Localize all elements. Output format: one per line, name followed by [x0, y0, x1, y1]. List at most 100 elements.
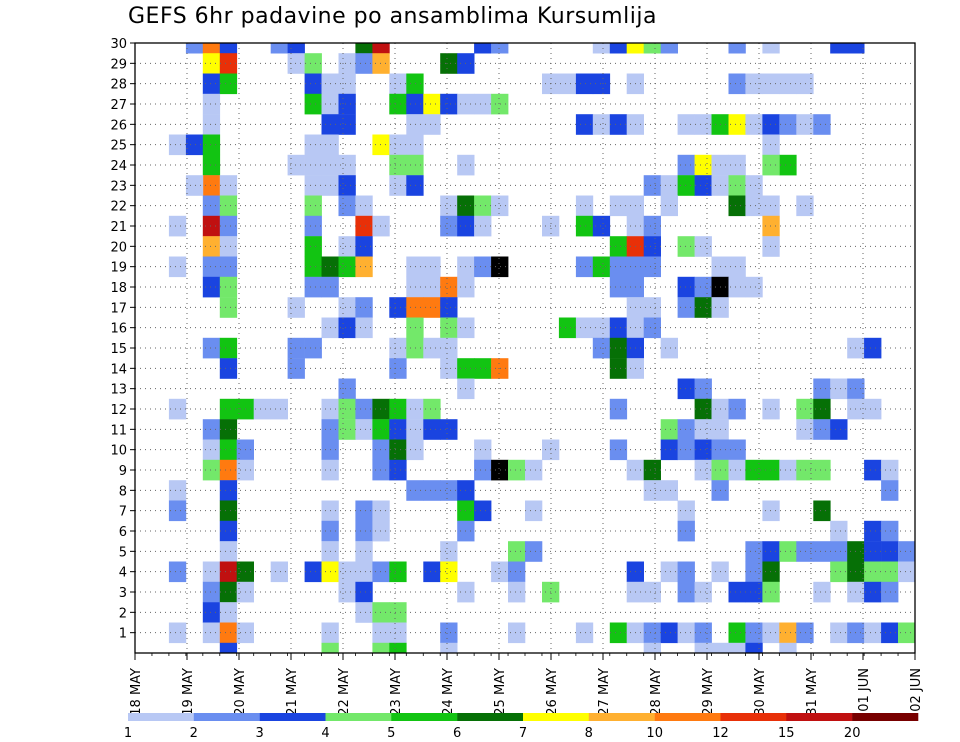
- colorbar-segment: [588, 713, 655, 721]
- heatmap-cell: [474, 215, 492, 237]
- heatmap-cell: [508, 622, 526, 644]
- heatmap-cell: [779, 154, 797, 176]
- heatmap-cell: [660, 43, 678, 54]
- heatmap-cell: [389, 154, 407, 176]
- heatmap-cell: [355, 602, 373, 623]
- heatmap-cell: [202, 53, 221, 74]
- colorbar-label: 15: [778, 726, 795, 741]
- x-tick-label: 27 MAY: [597, 668, 612, 716]
- heatmap-cell: [423, 419, 441, 440]
- heatmap-cell: [694, 398, 712, 420]
- heatmap-cell: [609, 276, 628, 298]
- heatmap-cell: [779, 114, 797, 135]
- heatmap-cell: [202, 175, 221, 196]
- heatmap-cell: [762, 236, 780, 257]
- heatmap-cell: [643, 256, 661, 278]
- heatmap-cell: [643, 480, 661, 501]
- heatmap-cell: [779, 459, 797, 481]
- heatmap-cell: [372, 642, 390, 654]
- heatmap-cell: [677, 378, 695, 400]
- heatmap-cell: [372, 134, 390, 156]
- heatmap-cell: [474, 459, 492, 481]
- y-tick-label: 24: [110, 159, 127, 174]
- heatmap-cell: [219, 459, 238, 481]
- heatmap-cell: [321, 642, 339, 654]
- heatmap-cell: [813, 419, 831, 440]
- y-tick-label: 1: [119, 627, 127, 642]
- heatmap-cell: [219, 175, 238, 196]
- heatmap-cell: [474, 43, 492, 54]
- heatmap-cell: [745, 622, 763, 644]
- heatmap-cell: [677, 175, 695, 196]
- heatmap-cell: [508, 541, 526, 562]
- heatmap-cell: [660, 175, 678, 196]
- heatmap-cell: [728, 154, 746, 176]
- heatmap-cell: [592, 317, 611, 339]
- heatmap-cell: [389, 337, 407, 359]
- heatmap-cell: [372, 500, 390, 522]
- heatmap-cell: [389, 175, 407, 196]
- heatmap-cell: [372, 43, 390, 54]
- heatmap-cell: [185, 134, 204, 156]
- heatmap-cell: [423, 114, 441, 135]
- colorbar-segment: [523, 713, 590, 721]
- heatmap-cell: [219, 480, 238, 501]
- heatmap-cell: [728, 459, 746, 481]
- heatmap-cell: [762, 114, 780, 135]
- heatmap-cell: [202, 236, 221, 257]
- heatmap-cell: [219, 439, 238, 461]
- heatmap-cell: [762, 541, 780, 562]
- y-tick-label: 4: [119, 566, 127, 581]
- heatmap-cell: [660, 195, 678, 217]
- heatmap-cell: [406, 73, 424, 95]
- heatmap-cell: [796, 541, 814, 562]
- heatmap-cell: [202, 459, 221, 481]
- heatmap-cell: [694, 276, 712, 298]
- x-tick-label: 22 MAY: [337, 668, 352, 716]
- heatmap-cell: [355, 297, 373, 318]
- heatmap-cell: [745, 195, 763, 217]
- colorbar-segment: [786, 713, 853, 721]
- heatmap-cell: [728, 439, 746, 461]
- heatmap-cell: [338, 53, 356, 74]
- heatmap-cell: [338, 236, 356, 257]
- y-tick-label: 10: [110, 444, 127, 459]
- heatmap-cell: [575, 114, 594, 135]
- heatmap-cell: [762, 561, 780, 583]
- heatmap-cell: [508, 581, 526, 603]
- heatmap-cell: [728, 73, 746, 95]
- x-tick-label: 19 MAY: [181, 668, 196, 716]
- y-tick-label: 7: [119, 505, 127, 520]
- heatmap-cell: [881, 480, 899, 501]
- heatmap-cell: [728, 622, 746, 644]
- heatmap-cell: [694, 459, 712, 481]
- heatmap-cell: [270, 398, 288, 420]
- colorbar-label: 6: [453, 726, 461, 741]
- x-tick-label: 26 MAY: [545, 668, 560, 716]
- y-tick-label: 2: [119, 606, 127, 621]
- colorbar-segment: [654, 713, 721, 721]
- heatmap-cell: [389, 358, 407, 379]
- heatmap-cell: [592, 337, 611, 359]
- heatmap-cell: [677, 297, 695, 318]
- heatmap-cell: [219, 398, 238, 420]
- heatmap-cell: [677, 520, 695, 542]
- heatmap-cell: [287, 337, 305, 359]
- heatmap-cell: [423, 480, 441, 501]
- heatmap-cell: [219, 642, 238, 654]
- heatmap-cell: [813, 459, 831, 481]
- colorbar-segment: [391, 713, 458, 721]
- heatmap-cell: [406, 439, 424, 461]
- heatmap-cell: [372, 459, 390, 481]
- heatmap-cell: [355, 581, 373, 603]
- x-tick-label: 30 MAY: [753, 668, 768, 716]
- heatmap-cell: [830, 419, 848, 440]
- heatmap-cell: [694, 419, 712, 440]
- heatmap-cell: [745, 276, 763, 298]
- y-tick-label: 19: [110, 261, 127, 276]
- heatmap-cell: [864, 541, 882, 562]
- heatmap-cell: [355, 419, 373, 440]
- heatmap-cell: [830, 378, 848, 400]
- heatmap-cell: [864, 520, 882, 542]
